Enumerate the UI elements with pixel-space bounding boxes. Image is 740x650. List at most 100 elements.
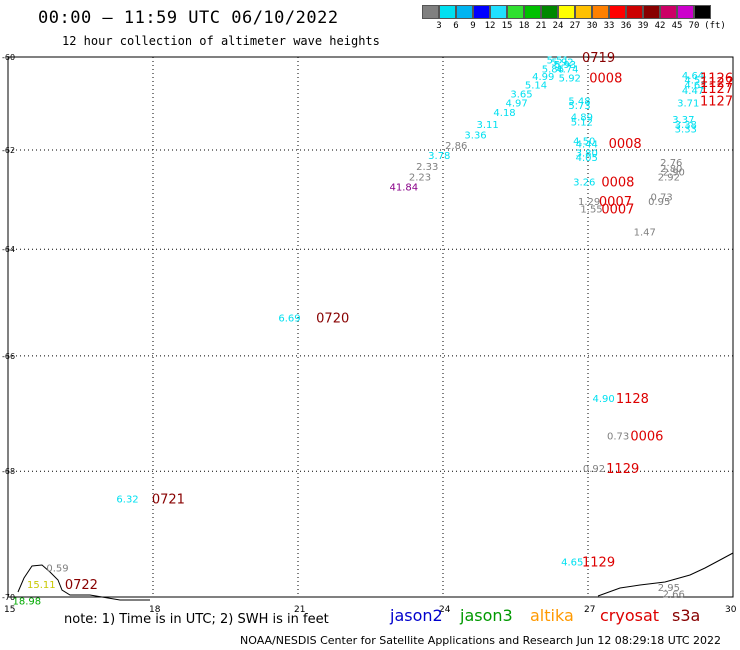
latitude-labels: -60 -62 -64 -66 -68 -70 xyxy=(2,53,15,602)
scale-swatch xyxy=(524,5,541,19)
wave-height-value: 2.23 xyxy=(409,173,431,184)
scale-label: 39 xyxy=(637,21,649,31)
wave-height-value: 0.59 xyxy=(46,564,68,575)
time-stamp: 1127 xyxy=(700,94,733,109)
wave-height-value: 4.74 xyxy=(556,64,578,75)
wave-height-value: 5.48 xyxy=(568,96,590,107)
scale-label: 15 xyxy=(501,21,513,31)
lon-label: 18 xyxy=(149,605,161,615)
lat-label: -60 xyxy=(2,53,15,62)
color-scale xyxy=(422,5,711,19)
wave-height-marks: 5.515.925.935.864.744.99 5.925.143.654.97… xyxy=(13,55,707,607)
scale-label: 24 xyxy=(552,21,564,31)
scale-swatch xyxy=(558,5,575,19)
wave-height-value: 2.90 xyxy=(663,168,685,179)
wave-height-value: 2.92 xyxy=(658,173,680,184)
wave-height-value: 4.89 xyxy=(571,113,593,124)
wave-height-value: 4.65 xyxy=(561,557,583,568)
lat-label: -62 xyxy=(2,146,15,155)
scale-swatch xyxy=(456,5,473,19)
map-subtitle: 12 hour collection of altimeter wave hei… xyxy=(62,34,380,48)
scale-swatch xyxy=(626,5,643,19)
wave-height-value: 6.32 xyxy=(116,495,138,506)
scale-label: (ft) xyxy=(704,21,726,31)
wave-height-value: 3.38 xyxy=(675,120,697,131)
scale-label: 6 xyxy=(453,21,459,31)
wave-height-value: 5.92 xyxy=(551,58,573,69)
lat-label: -64 xyxy=(2,245,15,254)
wave-height-value: 1.55 xyxy=(580,205,602,216)
scale-swatch xyxy=(592,5,609,19)
wave-height-value: 5.73 xyxy=(568,101,590,112)
wave-height-value: 3.11 xyxy=(477,120,499,131)
time-stamp: 0008 xyxy=(601,175,634,190)
time-stamp: 0006 xyxy=(630,430,663,445)
lon-label: 24 xyxy=(439,605,451,615)
lat-label: -68 xyxy=(2,467,15,476)
wave-height-value: 2.76 xyxy=(660,158,682,169)
scale-label: 18 xyxy=(518,21,530,31)
wave-height-value: 4.90 xyxy=(593,394,615,405)
wave-height-value: 5.12 xyxy=(571,117,593,128)
wave-height-value: 2.80 xyxy=(660,164,682,175)
wave-height-value: 4.64 xyxy=(682,71,704,82)
time-stamp: 1126 xyxy=(700,71,733,86)
scale-label: 9 xyxy=(470,21,476,31)
map-frame xyxy=(7,56,734,598)
footer-note: note: 1) Time is in UTC; 2) SWH is in fe… xyxy=(64,612,329,627)
wave-height-value: 2.33 xyxy=(416,162,438,173)
wave-height-value: 3.26 xyxy=(573,177,595,188)
wave-height-value: 3.36 xyxy=(464,131,486,142)
scale-label: 30 xyxy=(586,21,598,31)
wave-height-value: 4.44 xyxy=(576,140,598,151)
time-stamp: 1129 xyxy=(606,462,639,477)
time-stamp: 0008 xyxy=(609,137,642,152)
satellite-altika: altika xyxy=(530,606,574,625)
lat-label: -66 xyxy=(2,352,15,361)
time-stamp: 0719 xyxy=(582,51,615,66)
wave-height-value: 0.92 xyxy=(583,464,605,475)
time-stamp: 0007 xyxy=(599,195,632,210)
time-stamp: 0721 xyxy=(152,493,185,508)
time-stamp: 0722 xyxy=(65,578,98,593)
wave-height-value: 4.62 xyxy=(684,80,706,91)
scale-label: 12 xyxy=(484,21,496,31)
wave-height-value: 4.05 xyxy=(576,153,598,164)
wave-height-value: 3.71 xyxy=(677,99,699,110)
scale-swatch xyxy=(507,5,524,19)
wave-height-value: 4.18 xyxy=(493,108,515,119)
lon-label: 27 xyxy=(584,605,595,615)
wave-height-value: 4.47 xyxy=(682,86,704,97)
scale-swatch xyxy=(694,5,711,19)
time-labels: 0719000800080008000700071126112711271127… xyxy=(65,51,733,593)
scale-swatch xyxy=(660,5,677,19)
longitude-labels: 15 18 21 24 27 30 xyxy=(4,605,737,615)
wave-height-value: 18.98 xyxy=(13,596,42,607)
wave-height-value: 2.95 xyxy=(658,583,680,594)
scale-swatch xyxy=(422,5,439,19)
wave-height-value: 0.73 xyxy=(607,432,629,443)
wave-height-value: 3.78 xyxy=(428,151,450,162)
scale-label: 27 xyxy=(569,21,581,31)
wave-height-value: 2.66 xyxy=(663,590,685,601)
scale-swatch xyxy=(677,5,694,19)
wave-height-value: 4.57 xyxy=(684,76,706,87)
scale-swatch xyxy=(490,5,507,19)
satellite-cryosat: cryosat xyxy=(600,606,660,625)
scale-label: 42 xyxy=(654,21,666,31)
scale-swatch xyxy=(575,5,592,19)
satellite-jason2: jason2 xyxy=(390,606,443,625)
scale-swatch xyxy=(609,5,626,19)
scale-label: 45 xyxy=(671,21,683,31)
wave-height-value: 5.86 xyxy=(542,64,564,75)
wave-height-value: 3.33 xyxy=(675,125,697,136)
scale-swatch xyxy=(541,5,558,19)
scale-swatch xyxy=(439,5,456,19)
scale-label: 21 xyxy=(535,21,547,31)
wave-height-value: 3.80 xyxy=(576,148,598,159)
wave-height-value: 4.50 xyxy=(573,136,595,147)
lon-label: 30 xyxy=(725,605,737,615)
wave-height-value: 3.65 xyxy=(510,89,532,100)
map-title: 00:00 – 11:59 UTC 06/10/2022 xyxy=(38,8,339,28)
